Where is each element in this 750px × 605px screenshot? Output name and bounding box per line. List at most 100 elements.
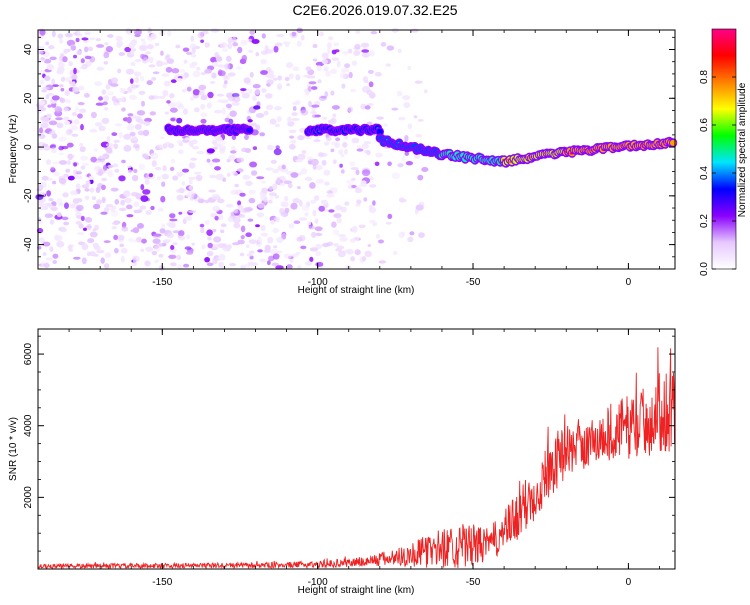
spectrogram-plot-area [35, 27, 678, 271]
noise-blob [119, 88, 126, 91]
noise-blob [360, 103, 367, 110]
noise-blob [344, 63, 351, 69]
noise-blob [344, 148, 348, 155]
noise-blob [48, 130, 56, 135]
noise-blob [194, 45, 201, 50]
noise-blob [351, 177, 356, 181]
noise-blob [119, 243, 125, 248]
noise-blob [68, 61, 73, 67]
noise-blob [165, 66, 173, 73]
noise-blob [224, 63, 231, 70]
snr-x-axis-label: Height of straight line (km) [298, 585, 415, 596]
noise-blob [369, 219, 376, 224]
noise-blob [193, 171, 202, 175]
noise-blob [83, 227, 87, 231]
noise-blob [364, 105, 371, 110]
noise-blob [60, 87, 65, 92]
noise-blob [134, 58, 142, 63]
x-tick-label: 0 [626, 277, 632, 288]
noise-blob [162, 165, 167, 172]
noise-blob [76, 215, 82, 219]
noise-blob [138, 90, 146, 95]
noise-blob [212, 61, 219, 68]
noise-blob [228, 118, 234, 125]
noise-blob [252, 146, 258, 151]
noise-blob [336, 217, 342, 224]
noise-blob [142, 40, 147, 47]
noise-blob [86, 223, 92, 230]
noise-blob [229, 110, 237, 117]
noise-blob [414, 80, 423, 84]
noise-blob [129, 131, 136, 137]
noise-blob [118, 52, 126, 56]
noise-blob [231, 93, 240, 98]
noise-blob [137, 223, 144, 229]
noise-blob [226, 114, 231, 118]
noise-blob [269, 195, 274, 200]
noise-blob [38, 203, 46, 207]
noise-blob [59, 97, 64, 103]
noise-blob [55, 117, 63, 121]
noise-blob [323, 169, 331, 176]
noise-blob [239, 252, 245, 257]
noise-blob [170, 117, 176, 122]
noise-blob [62, 56, 68, 63]
noise-blob [60, 228, 68, 233]
noise-blob [228, 154, 236, 161]
noise-blob [297, 186, 301, 190]
spectrogram-y-ticks: -40 -20 0 20 40 [23, 36, 675, 258]
noise-blob [315, 61, 325, 67]
x-tick-label: -50 [466, 577, 481, 588]
noise-blob [255, 124, 261, 131]
noise-blob [230, 189, 239, 195]
noise-blob [402, 95, 411, 101]
noise-blob [242, 174, 251, 180]
noise-blob [200, 72, 206, 76]
noise-blob [186, 251, 194, 255]
noise-blob [183, 263, 190, 268]
noise-blob [133, 168, 138, 174]
noise-blob [46, 64, 55, 71]
noise-blob [229, 263, 237, 267]
noise-blob [264, 45, 269, 52]
colorbar-frame [711, 28, 737, 270]
noise-blob [236, 168, 244, 173]
noise-blob [187, 190, 195, 198]
noise-blob [261, 88, 267, 93]
noise-blob [38, 47, 45, 51]
noise-blob [98, 155, 105, 159]
noise-blob [306, 156, 313, 161]
noise-blob [160, 195, 166, 203]
noise-blob [154, 259, 160, 264]
noise-blob [361, 143, 369, 149]
noise-blob [98, 96, 103, 101]
noise-blob [219, 42, 228, 49]
noise-blob [193, 107, 200, 113]
noise-blob [366, 103, 374, 106]
noise-blob [48, 120, 58, 126]
noise-blob [166, 232, 174, 239]
noise-blob [317, 79, 322, 84]
noise-blob [353, 50, 361, 56]
colorbar-gradient [712, 29, 736, 269]
noise-blob [356, 199, 362, 205]
noise-blob [270, 159, 277, 164]
noise-blob [105, 143, 114, 147]
noise-blob [178, 235, 186, 241]
noise-blob [124, 197, 132, 204]
noise-blob [56, 212, 62, 218]
noise-blob [354, 43, 361, 50]
noise-blob [204, 69, 212, 74]
noise-blob [163, 238, 172, 243]
noise-blob [315, 251, 321, 257]
noise-blob [104, 42, 109, 46]
noise-blob [144, 260, 151, 267]
snr-y-axis-label: SNR (10 * v/v) [8, 417, 19, 481]
noise-blob [64, 90, 70, 96]
noise-blob [170, 107, 178, 113]
noise-blob [263, 249, 271, 253]
noise-blob [70, 190, 79, 196]
noise-blob [222, 83, 227, 89]
noise-blob [35, 194, 44, 200]
